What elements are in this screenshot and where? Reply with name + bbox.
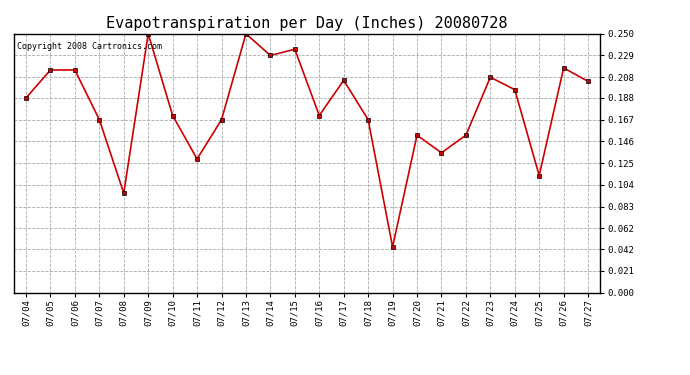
Text: Copyright 2008 Cartronics.com: Copyright 2008 Cartronics.com [17,42,161,51]
Title: Evapotranspiration per Day (Inches) 20080728: Evapotranspiration per Day (Inches) 2008… [106,16,508,31]
